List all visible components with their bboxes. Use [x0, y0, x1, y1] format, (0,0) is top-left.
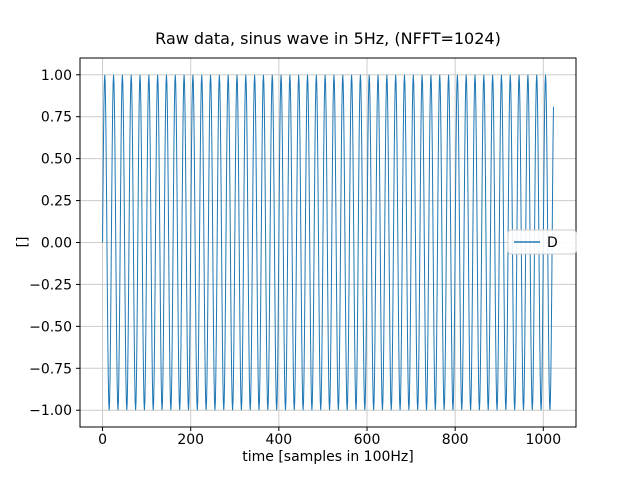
- legend: D: [507, 229, 577, 255]
- chart-title: Raw data, sinus wave in 5Hz, (NFFT=1024): [155, 29, 501, 48]
- svg-text:0.50: 0.50: [41, 152, 72, 168]
- axis-ticks: [76, 74, 544, 431]
- legend-box: [507, 229, 577, 255]
- svg-text:−0.25: −0.25: [29, 277, 72, 293]
- tick-labels: 0 200 400 600 800 1000 1.00 0.75 0.50 0.25 0.00 −0.…: [29, 68, 561, 448]
- svg-text:0.75: 0.75: [41, 110, 72, 126]
- svg-text:400: 400: [265, 432, 292, 448]
- x-axis-label: time [samples in 100Hz]: [242, 449, 413, 465]
- legend-label: D: [547, 235, 558, 251]
- svg-text:0: 0: [98, 432, 107, 448]
- sine-wave-line: [102, 74, 554, 411]
- y-axis-label: []: [15, 237, 31, 248]
- grid-lines: [80, 58, 576, 427]
- svg-text:−0.75: −0.75: [29, 361, 72, 377]
- svg-text:1000: 1000: [525, 432, 561, 448]
- svg-text:200: 200: [177, 432, 204, 448]
- svg-text:800: 800: [442, 432, 469, 448]
- svg-text:600: 600: [354, 432, 381, 448]
- svg-text:1.00: 1.00: [41, 68, 72, 84]
- svg-text:−0.50: −0.50: [29, 319, 72, 335]
- svg-text:0.25: 0.25: [41, 194, 72, 210]
- svg-text:−1.00: −1.00: [29, 403, 72, 419]
- svg-text:0.00: 0.00: [41, 236, 72, 252]
